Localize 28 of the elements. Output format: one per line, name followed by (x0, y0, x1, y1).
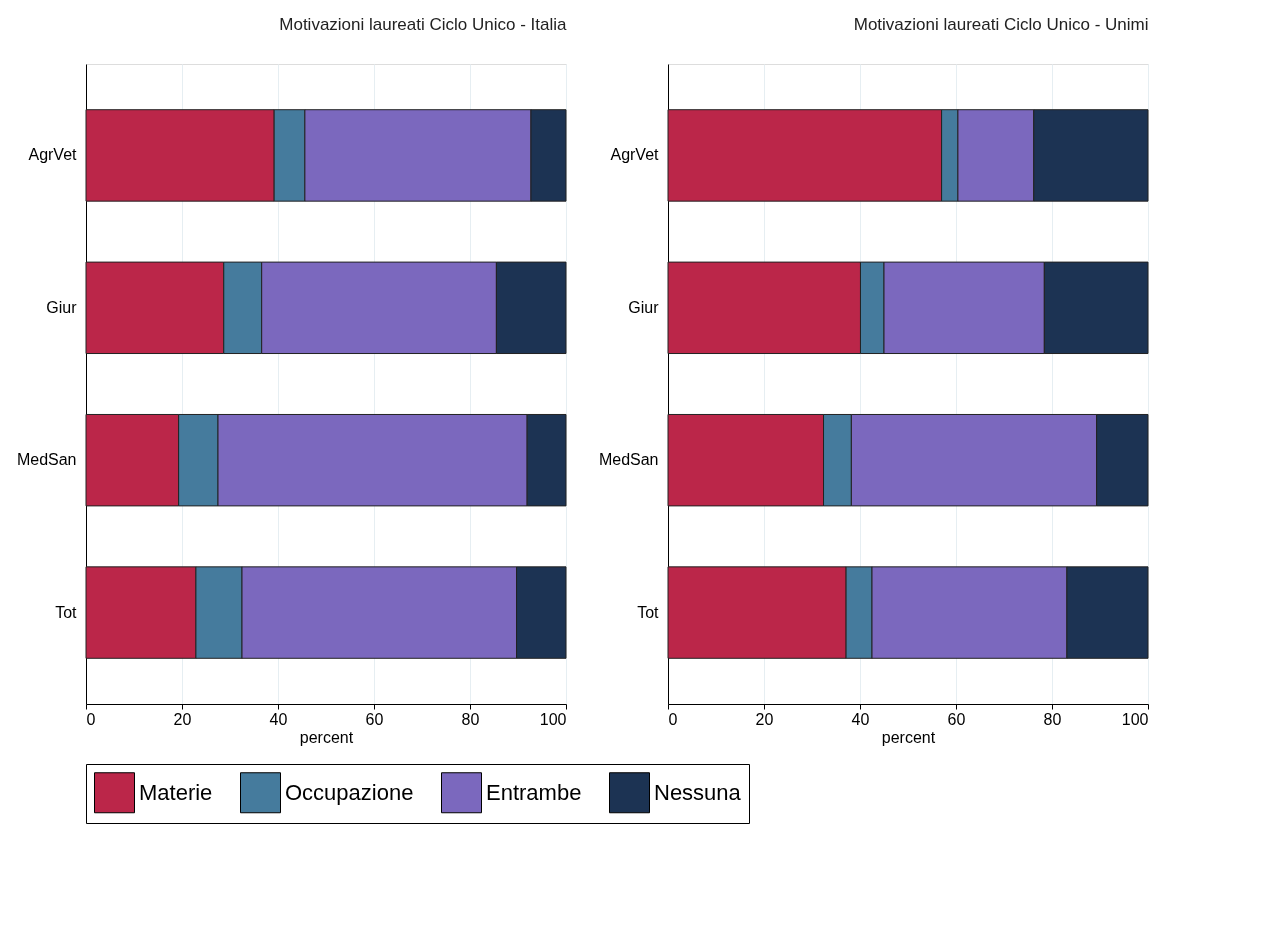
y-tick-label: AgrVet (28, 146, 78, 164)
y-tick-label: Tot (637, 603, 660, 621)
x-tick-label: 40 (851, 710, 870, 728)
x-tick-label: 40 (269, 710, 288, 728)
x-tick-label: 80 (1043, 710, 1062, 728)
legend-label: Materie (139, 779, 213, 805)
x-tick-label: 60 (365, 710, 384, 728)
x-axis-title: percent (299, 728, 354, 746)
legend-label: Occupazione (285, 779, 414, 805)
y-tick-label: MedSan (598, 451, 659, 469)
chart-title: Motivazioni laureati Ciclo Unico - Unimi (853, 15, 1149, 34)
x-tick-label: 0 (668, 710, 678, 728)
x-tick-label: 80 (461, 710, 480, 728)
y-tick-label: Giur (628, 298, 660, 316)
chart-title: Motivazioni laureati Ciclo Unico - Italia (279, 15, 568, 34)
y-tick-label: Giur (46, 298, 78, 316)
legend-label: Nessuna (654, 779, 742, 805)
legend-label: Entrambe (486, 779, 582, 805)
y-tick-label: MedSan (16, 451, 77, 469)
y-tick-label: Tot (55, 603, 78, 621)
x-tick-label: 20 (173, 710, 192, 728)
x-tick-label: 0 (86, 710, 96, 728)
x-tick-label: 20 (755, 710, 774, 728)
x-tick-label: 100 (1121, 710, 1149, 728)
x-tick-label: 60 (947, 710, 966, 728)
x-axis-title: percent (881, 728, 936, 746)
y-tick-label: AgrVet (610, 146, 660, 164)
x-tick-label: 100 (539, 710, 567, 728)
